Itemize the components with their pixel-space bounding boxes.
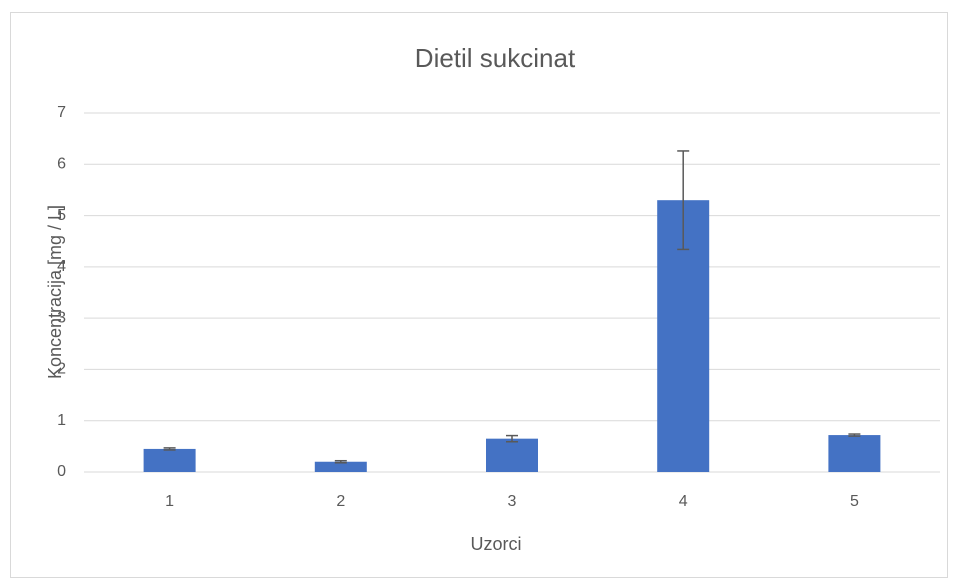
- x-tick-label: 2: [336, 493, 345, 510]
- bar: [143, 448, 196, 472]
- y-tick-label: 0: [57, 463, 66, 480]
- bar: [314, 461, 367, 472]
- y-tick-label: 4: [57, 258, 66, 275]
- y-tick-label: 1: [57, 412, 66, 429]
- error-bar: [163, 447, 176, 451]
- chart-border: [10, 12, 948, 578]
- x-tick-label: 3: [508, 493, 517, 510]
- error-bar: [848, 433, 861, 437]
- y-tick-label: 3: [57, 309, 66, 326]
- error-bar: [506, 434, 518, 443]
- x-tick-label: 1: [165, 493, 174, 510]
- bar: [486, 438, 538, 472]
- x-axis-label: Uzorci: [470, 534, 521, 554]
- error-bar: [334, 459, 347, 464]
- y-tick-label: 2: [57, 361, 66, 378]
- x-tick-label: 5: [850, 493, 859, 510]
- y-axis-label: Koncentracija [mg / L]: [45, 205, 65, 379]
- y-tick-label: 5: [57, 207, 66, 224]
- y-tick-label: 7: [57, 104, 66, 121]
- bar: [828, 435, 881, 472]
- x-tick-label: 4: [679, 493, 688, 510]
- y-tick-label: 6: [57, 156, 66, 173]
- error-bar: [677, 150, 690, 251]
- chart-title: Dietil sukcinat: [415, 43, 576, 73]
